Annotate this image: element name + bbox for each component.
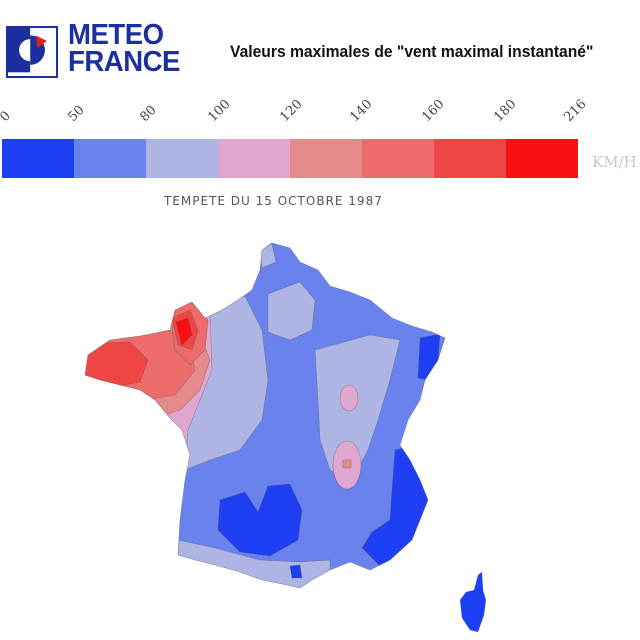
legend-tick: 120 xyxy=(277,96,306,125)
scale-swatch-80-100 xyxy=(146,139,218,178)
brand-line-2: FRANCE xyxy=(68,46,180,78)
legend-tick: 100 xyxy=(205,96,234,125)
scale-swatch-120-140 xyxy=(290,139,362,178)
scale-swatch-140-160 xyxy=(362,139,434,178)
scale-swatch-50-80 xyxy=(74,139,146,178)
legend-tick: 50 xyxy=(65,102,88,125)
scale-swatch-180-216 xyxy=(506,139,578,178)
page-title: Valeurs maximales de "vent maximal insta… xyxy=(230,42,594,61)
corsica xyxy=(460,572,486,632)
legend-tick: 160 xyxy=(419,96,448,125)
scale-swatch-100-120 xyxy=(218,139,290,178)
legend-tick: 0 xyxy=(0,108,14,125)
france-wind-map xyxy=(84,242,486,632)
scale-swatch-0-50 xyxy=(2,139,74,178)
legend-tick: 140 xyxy=(347,96,376,125)
meteo-france-logo-icon xyxy=(6,26,58,78)
legend-ticks: 0 50 80 100 120 140 160 180 216 xyxy=(0,92,640,140)
brand-wordmark: METEO FRANCE xyxy=(68,19,180,78)
color-scale-bar xyxy=(2,139,578,178)
legend-tick: 180 xyxy=(491,96,520,125)
map-subtitle: TEMPETE DU 15 OCTOBRE 1987 xyxy=(164,194,383,208)
legend-tick: 80 xyxy=(137,102,160,125)
brand-line-1: METEO xyxy=(68,19,164,51)
legend-tick: 216 xyxy=(561,96,590,125)
unit-label: KM/H xyxy=(592,153,637,171)
scale-swatch-160-180 xyxy=(434,139,506,178)
